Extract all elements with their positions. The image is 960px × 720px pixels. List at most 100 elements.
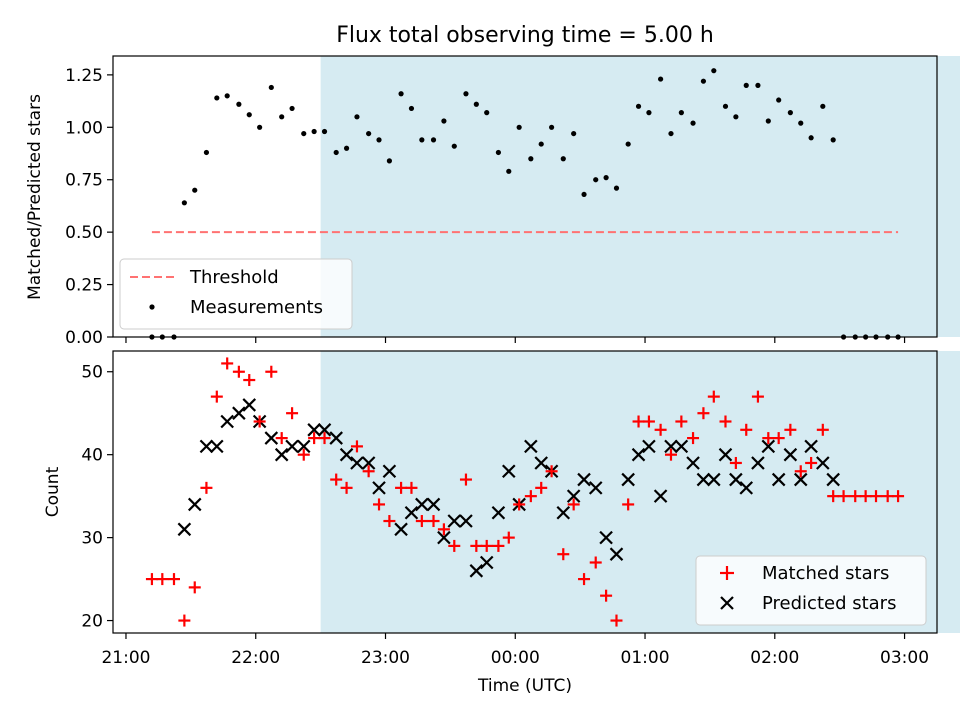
count-y-tick-label: 40	[81, 446, 103, 466]
matched-star-point	[156, 573, 169, 586]
predicted-star-point	[307, 423, 321, 437]
ratio-y-tick-label: 0.75	[65, 171, 103, 191]
measurement-point	[538, 141, 544, 147]
matched-star-point	[373, 498, 386, 511]
predicted-star-point	[621, 472, 635, 487]
predicted-star-point	[459, 514, 473, 528]
predicted-star-point	[242, 398, 257, 412]
measurement-point	[386, 158, 392, 164]
measurement-point	[549, 124, 555, 130]
matched-star-point	[405, 481, 418, 494]
predicted-star-point	[739, 481, 754, 495]
measurement-point	[268, 84, 274, 91]
ratio-y-ticks: 0.00 0.25 0.50 0.75 1.00 1.25	[65, 66, 113, 348]
predicted-star-point	[479, 555, 494, 570]
matched-star-point	[340, 481, 353, 494]
predicted-star-point	[404, 505, 419, 520]
measurement-point	[700, 78, 707, 84]
predicted-star-point	[317, 423, 332, 437]
ratio-y-tick-label: 0.50	[65, 223, 103, 243]
matched-star-point	[188, 581, 201, 594]
x-tick-label: 02:00	[750, 648, 799, 668]
measurement-point	[463, 91, 469, 97]
predicted-star-point	[653, 489, 668, 503]
matched-star-point	[253, 415, 266, 428]
measurement-point	[658, 76, 664, 82]
predicted-star-point	[761, 439, 776, 454]
x-tick-label: 21:00	[101, 648, 150, 668]
measurement-point	[506, 168, 512, 174]
measurement-point	[236, 101, 242, 107]
matched-star-point	[492, 539, 505, 552]
predicted-star-point	[783, 447, 798, 462]
predicted-star-point	[220, 414, 234, 429]
matched-star-point	[243, 374, 256, 387]
matched-star-point	[545, 465, 558, 478]
predicted-star-point	[686, 456, 700, 470]
matched-star-point	[350, 440, 363, 453]
measurement-point	[441, 118, 447, 124]
count-legend: Matched stars Predicted stars	[695, 555, 927, 626]
predicted-star-point	[751, 456, 765, 470]
x-tick-label: 22:00	[231, 648, 280, 668]
matched-star-point	[707, 390, 720, 403]
measurement-point	[181, 200, 187, 206]
matched-star-point	[286, 407, 299, 420]
matched-star-point	[892, 490, 905, 503]
measurement-point	[398, 91, 404, 97]
count-y-tick-label: 30	[81, 529, 103, 549]
matched-star-point	[297, 448, 310, 461]
ratio-panel: 0.00 0.25 0.50 0.75 1.00 1.25 Matched/Predict…	[25, 55, 960, 348]
measurement-point	[743, 82, 749, 88]
predicted-star-point	[199, 439, 214, 454]
matched-star-point	[622, 498, 635, 511]
measurement-point	[419, 137, 425, 143]
measurement-point	[495, 149, 501, 156]
measurement-point	[798, 120, 804, 126]
measurement-point	[528, 156, 534, 162]
measurements-legend-label: Measurements	[190, 297, 323, 318]
measurement-point	[787, 110, 793, 116]
measurement-point	[830, 137, 836, 143]
ratio-y-axis-label: Matched/Predicted stars	[25, 94, 45, 300]
measurement-point	[776, 97, 782, 103]
ratio-shaded-region	[320, 56, 960, 337]
predicted-star-point	[599, 530, 613, 545]
predicted-star-point	[437, 530, 451, 545]
predicted-star-point	[232, 406, 246, 420]
predicted-star-point	[339, 447, 354, 462]
measurement-point	[820, 103, 826, 109]
measurement-point	[366, 130, 372, 137]
matched-star-point	[383, 515, 396, 528]
predicted-legend-swatch	[720, 596, 734, 610]
measurement-point	[711, 68, 717, 74]
matched-star-point	[524, 490, 537, 503]
predicted-star-point	[415, 497, 429, 512]
measurement-point	[635, 103, 642, 109]
measurement-point	[257, 124, 263, 130]
ratio-axes-frame	[112, 55, 938, 338]
predicted-star-point	[816, 456, 830, 470]
measurement-point	[246, 112, 252, 118]
count-x-ticks: 21:00 22:00 23:00 00:00 01:00 02:00 03:00	[101, 633, 929, 668]
predicted-star-point	[329, 431, 343, 445]
matched-star-point	[318, 432, 331, 445]
count-panel: 20 30 40 50 21:00 22:00 23:00 00:00 01:00 02:00 0…	[43, 350, 960, 696]
matched-stars-points	[145, 357, 905, 627]
measurement-point	[301, 130, 307, 137]
measurement-point	[678, 110, 684, 116]
predicted-star-point	[447, 514, 462, 528]
matched-star-point	[535, 481, 548, 494]
threshold-legend-label: Threshold	[189, 267, 279, 288]
measurement-point	[203, 149, 210, 156]
ratio-y-tick-label: 1.25	[65, 66, 103, 86]
predicted-star-point	[664, 439, 678, 454]
predicted-stars-points	[177, 398, 840, 578]
predicted-star-point	[588, 481, 603, 495]
matched-star-point	[178, 614, 191, 627]
matched-star-point	[200, 481, 213, 494]
ratio-legend-box	[119, 258, 353, 330]
measurement-point	[625, 141, 631, 147]
measurement-point	[224, 93, 230, 99]
predicted-star-point	[642, 439, 656, 454]
